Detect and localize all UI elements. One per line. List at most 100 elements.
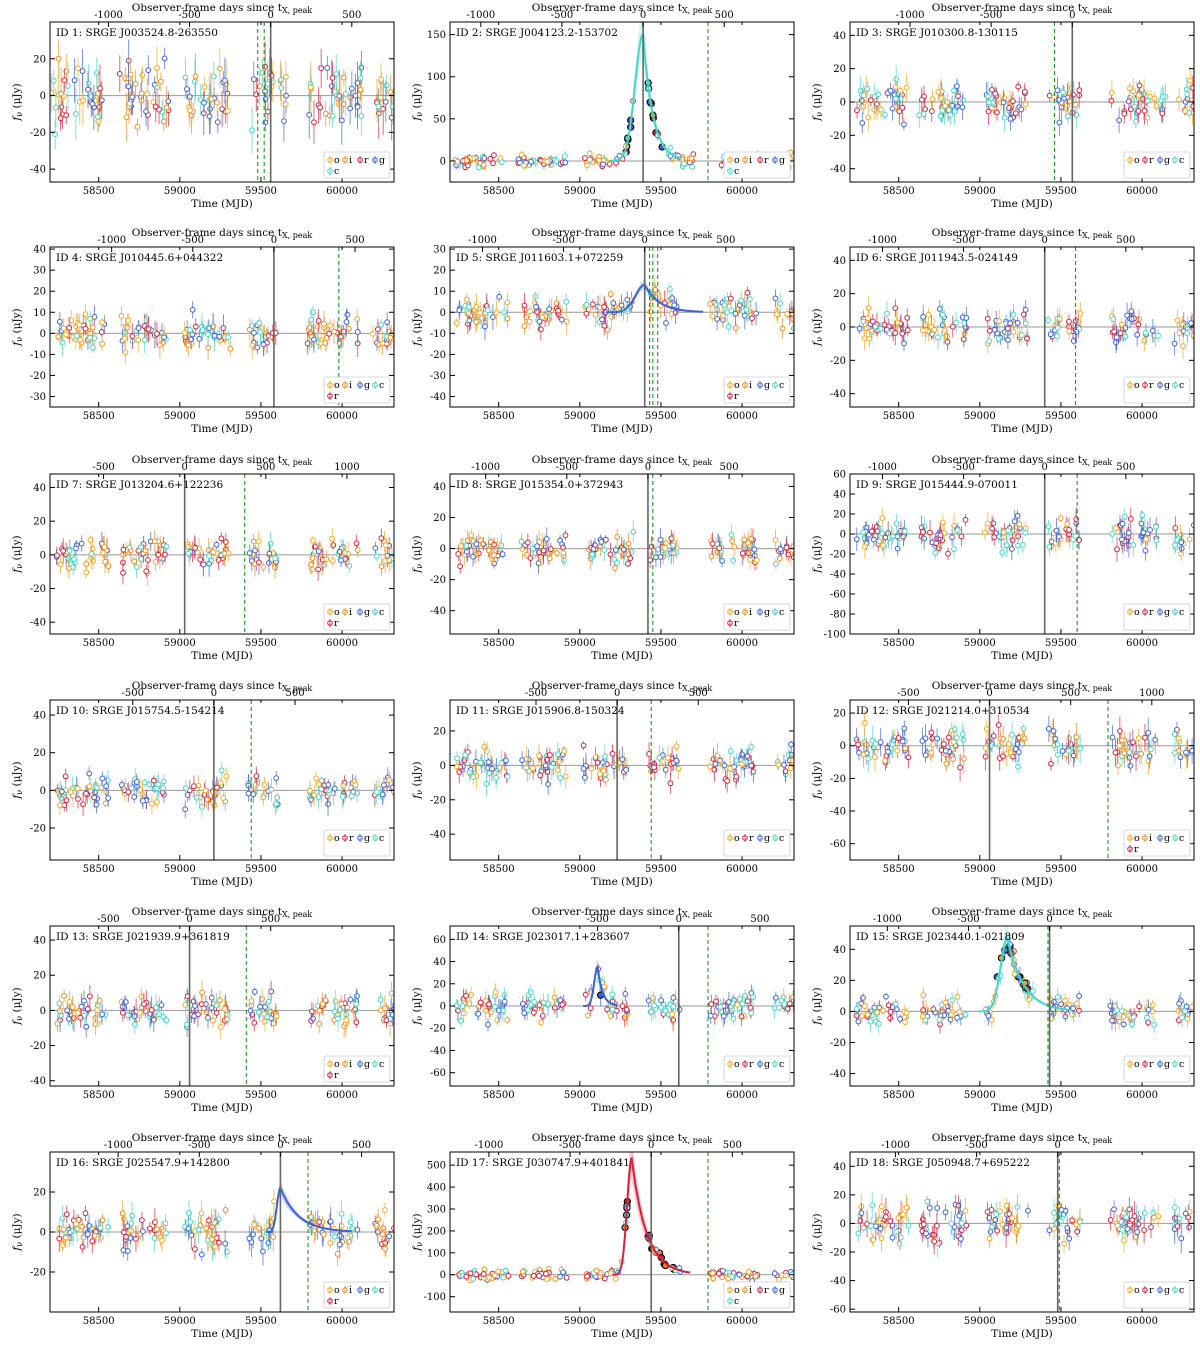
data-point bbox=[1046, 315, 1051, 325]
panel-title: ID 15: SRGE J023440.1-021809 bbox=[856, 931, 1025, 943]
data-point bbox=[1077, 991, 1082, 1001]
data-point bbox=[563, 764, 568, 788]
y-axis-title: fν (μJy) bbox=[411, 535, 424, 573]
x-tick-label: 58500 bbox=[83, 638, 115, 649]
y-tick-label: -20 bbox=[30, 824, 46, 835]
top-axis-title: Observer-frame days since tX, peak bbox=[132, 680, 313, 693]
data-point bbox=[728, 745, 733, 757]
data-point bbox=[247, 319, 252, 341]
data-point bbox=[955, 989, 960, 1004]
data-point bbox=[308, 66, 313, 101]
legend-label: c bbox=[779, 1059, 784, 1070]
x-tick-label: 60000 bbox=[1126, 1090, 1158, 1101]
y-tick-label: 10 bbox=[433, 287, 446, 298]
data-point bbox=[132, 791, 137, 802]
data-point bbox=[949, 1011, 954, 1018]
legend-label: g bbox=[379, 155, 385, 166]
data-point bbox=[381, 83, 386, 135]
data-point bbox=[348, 995, 353, 1004]
data-point bbox=[737, 1272, 742, 1277]
legend-label: o bbox=[1134, 380, 1140, 391]
data-point bbox=[558, 771, 563, 786]
data-point bbox=[1046, 716, 1051, 742]
x-tick-label: 59500 bbox=[645, 411, 677, 422]
y-tick-label: 60 bbox=[433, 935, 446, 946]
data-point bbox=[504, 754, 509, 766]
x-tick-label: 59500 bbox=[645, 1090, 677, 1101]
legend-label: g bbox=[364, 833, 370, 844]
legend-label: r bbox=[749, 1059, 754, 1070]
y-tick-label: 20 bbox=[33, 517, 46, 528]
legend-label: g bbox=[364, 607, 370, 618]
y-tick-label: -20 bbox=[30, 371, 46, 382]
y-tick-label: -40 bbox=[30, 1076, 46, 1087]
data-point bbox=[121, 1243, 126, 1258]
data-point bbox=[279, 69, 284, 107]
y-tick-label: -20 bbox=[830, 1248, 846, 1259]
x-axis-title: Time (MJD) bbox=[591, 1102, 652, 1114]
data-point bbox=[193, 58, 198, 104]
data-point bbox=[117, 55, 122, 92]
x-tick-label: 59500 bbox=[245, 1316, 277, 1327]
x-tick-label: 60000 bbox=[1126, 186, 1158, 197]
y-axis-title: fν (μJy) bbox=[411, 83, 424, 121]
x-tick-label: 58500 bbox=[883, 411, 915, 422]
data-point bbox=[499, 751, 504, 776]
data-point bbox=[884, 993, 889, 1001]
x-axis-title: Time (MJD) bbox=[191, 1102, 252, 1114]
legend-label: r bbox=[334, 391, 339, 402]
x-tick-label: 59000 bbox=[964, 864, 996, 875]
legend-label: i bbox=[349, 1285, 352, 1296]
data-point bbox=[261, 562, 266, 573]
data-point bbox=[959, 1218, 964, 1227]
data-point bbox=[857, 323, 862, 334]
y-tick-label: -20 bbox=[830, 131, 846, 142]
x-tick-label: 60000 bbox=[326, 186, 358, 197]
y-tick-label: 0 bbox=[840, 741, 846, 752]
data-point bbox=[316, 558, 321, 581]
legend-label: i bbox=[349, 607, 352, 618]
x-axis-title: Time (MJD) bbox=[191, 198, 252, 210]
top-tick-label: -1000 bbox=[97, 235, 126, 246]
y-tick-label: 40 bbox=[33, 245, 46, 256]
data-point bbox=[1021, 724, 1026, 734]
y-tick-label: 0 bbox=[840, 1219, 846, 1230]
y-tick-label: 0 bbox=[840, 98, 846, 109]
x-tick-label: 59000 bbox=[564, 411, 596, 422]
plot-area bbox=[450, 740, 796, 796]
data-point bbox=[1140, 510, 1145, 519]
data-point bbox=[950, 316, 955, 338]
data-point bbox=[468, 1271, 473, 1276]
legend-label: c bbox=[1179, 607, 1184, 618]
y-tick-label: 20 bbox=[433, 726, 446, 737]
x-tick-label: 59000 bbox=[164, 1090, 196, 1101]
x-tick-label: 59500 bbox=[1045, 1316, 1077, 1327]
legend-label: r bbox=[734, 618, 739, 629]
y-axis-title: fν (μJy) bbox=[11, 308, 24, 346]
y-tick-label: -40 bbox=[830, 164, 846, 175]
data-point bbox=[383, 1202, 388, 1217]
y-tick-label: 20 bbox=[33, 971, 46, 982]
panel-title: ID 17: SRGE J030747.9+401841 bbox=[456, 1157, 630, 1169]
x-tick-label: 58500 bbox=[83, 186, 115, 197]
data-point bbox=[946, 547, 951, 560]
data-point bbox=[100, 337, 105, 352]
panel-title: ID 7: SRGE J013204.6+122236 bbox=[56, 479, 223, 491]
data-point bbox=[1185, 316, 1190, 342]
data-point bbox=[869, 1217, 874, 1235]
data-point bbox=[615, 528, 620, 545]
y-axis-title: fν (μJy) bbox=[811, 83, 824, 121]
data-point bbox=[62, 989, 67, 1002]
data-point bbox=[481, 1271, 486, 1277]
y-axis-title: fν (μJy) bbox=[11, 761, 24, 799]
data-point bbox=[922, 86, 927, 107]
legend-label: g bbox=[779, 155, 785, 166]
